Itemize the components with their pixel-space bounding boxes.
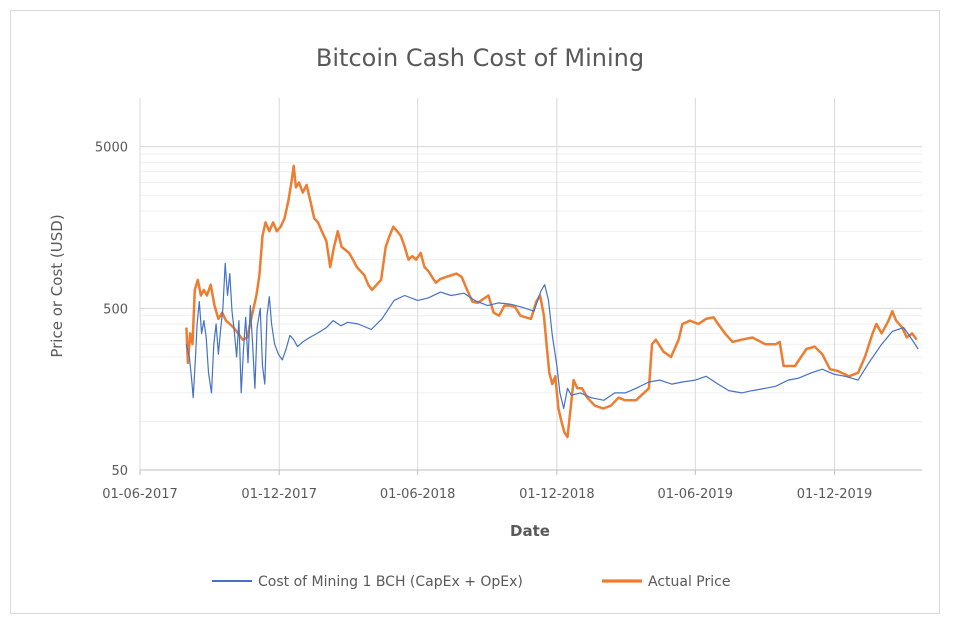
y-axis-label: Price or Cost (USD) [48,214,66,357]
x-axis-label: Date [510,522,550,540]
axes: 50 500 5000 01-06-2017 01-12-2017 01-06-2018 0… [95,141,922,502]
y-tick-label: 500 [103,302,128,317]
x-tick-label: 01-12-2018 [519,487,595,502]
x-tick-label: 01-12-2019 [797,487,873,502]
series-line-cost-of-mining [185,262,919,410]
legend: Cost of Mining 1 BCH (CapEx + OpEx) Actua… [212,574,730,590]
series-line-actual-price [185,164,918,439]
legend-item-cost-of-mining: Cost of Mining 1 BCH (CapEx + OpEx) [212,574,523,590]
x-tick-label: 01-06-2018 [380,487,456,502]
legend-label: Actual Price [648,574,730,590]
x-tick-label: 01-12-2017 [241,487,317,502]
y-tick-label: 5000 [95,141,128,156]
y-tick-label: 50 [111,464,128,479]
chart-frame [10,10,940,614]
legend-label: Cost of Mining 1 BCH (CapEx + OpEx) [258,574,523,590]
x-tick-label: 01-06-2019 [658,487,734,502]
chart-title: Bitcoin Cash Cost of Mining [316,44,644,72]
series-layer [185,164,919,439]
x-tick-label: 01-06-2017 [102,487,178,502]
legend-item-actual-price: Actual Price [602,574,730,590]
